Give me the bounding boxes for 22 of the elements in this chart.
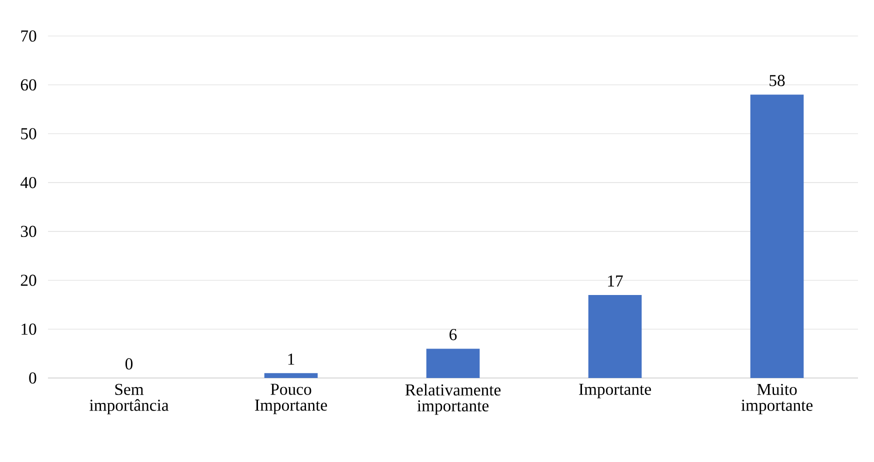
y-tick-label: 10	[22, 324, 36, 335]
bar	[750, 94, 804, 378]
x-tick-label: Sem importância	[90, 384, 169, 414]
y-tick-label: 20	[20, 274, 36, 286]
data-label: 58	[770, 74, 785, 86]
x-tick-label: Relativamente importante	[405, 384, 501, 415]
x-tick-label: Pouco Importante	[255, 384, 327, 414]
data-label: 1	[288, 354, 294, 365]
y-tick-label: 60	[20, 79, 36, 90]
y-tick-label: 0	[29, 372, 36, 384]
y-tick-label: 30	[20, 226, 36, 238]
x-tick-label: Muito importante	[741, 384, 813, 414]
data-label: 0	[125, 358, 133, 370]
bar	[426, 348, 480, 378]
x-tick-label: Importante	[579, 384, 651, 398]
data-label: 6	[450, 328, 457, 340]
y-tick-label: 70	[21, 30, 36, 42]
y-tick-label: 40	[20, 176, 36, 188]
data-label: 17	[608, 275, 623, 286]
bar	[588, 294, 642, 378]
bar	[264, 373, 318, 378]
y-tick-label: 50	[21, 128, 36, 140]
